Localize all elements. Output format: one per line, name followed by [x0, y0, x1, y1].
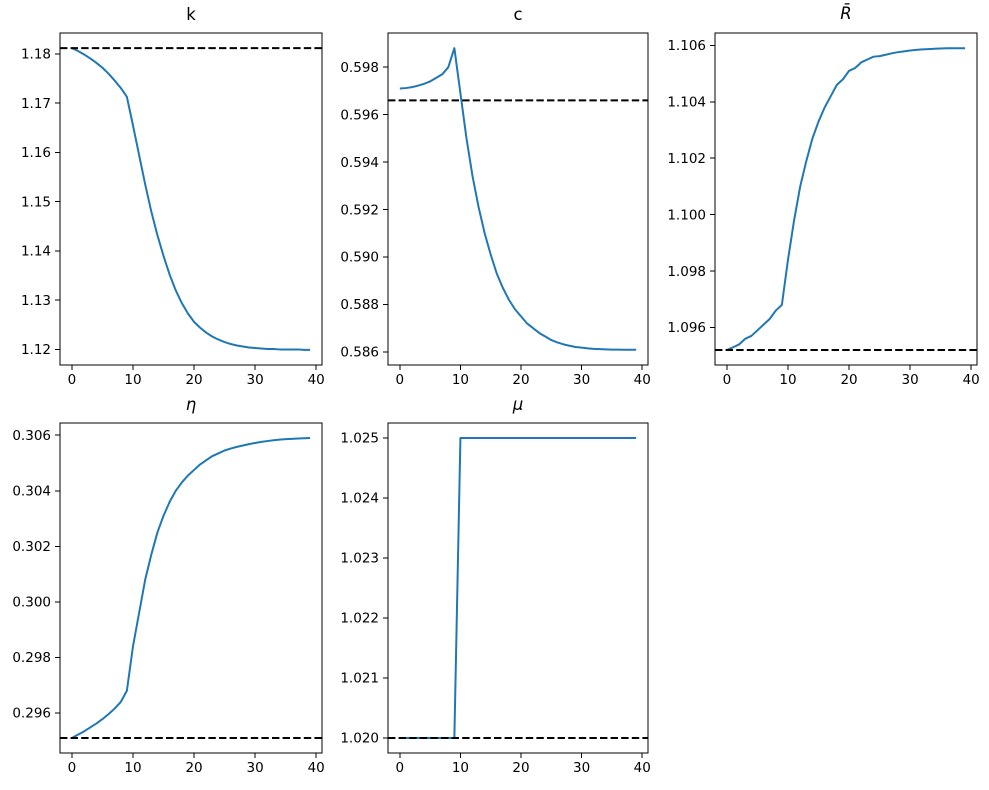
y-tick-label: 1.096: [667, 320, 706, 336]
y-tick-label: 1.102: [667, 151, 706, 167]
y-tick-label: 1.17: [21, 96, 51, 112]
y-tick-label: 1.022: [340, 611, 379, 627]
subplot-title-k: k: [186, 5, 196, 24]
y-tick-label: 0.296: [12, 706, 51, 722]
x-tick-label: 10: [452, 760, 469, 776]
x-tick-label: 10: [124, 760, 141, 776]
y-tick-label: 0.594: [340, 155, 379, 171]
subplot-title-eta: η: [185, 395, 197, 414]
y-tick-label: 1.023: [340, 551, 379, 567]
y-tick-label: 0.588: [340, 297, 379, 313]
y-tick-label: 0.598: [340, 60, 379, 76]
x-tick-label: 0: [68, 760, 77, 776]
x-tick-label: 30: [247, 372, 264, 388]
y-tick-label: 1.18: [21, 47, 51, 63]
y-tick-label: 0.302: [12, 539, 51, 555]
y-tick-label: 1.106: [667, 38, 706, 54]
x-tick-label: 10: [779, 372, 796, 388]
y-tick-label: 0.590: [340, 250, 379, 266]
subplot-eta: 0 10 20 30 40 0.296 0.298 0.300 0.302 0.304 0.306: [12, 422, 325, 776]
series-line-k: [71, 47, 311, 351]
y-tick-label: 1.13: [21, 293, 51, 309]
x-tick-label: 0: [396, 372, 405, 388]
series-line-mu: [399, 437, 637, 739]
subplot-R_bar: 0 10 20 30 40 1.096 1.098 1.100 1.102 1.104 1.106: [667, 32, 980, 388]
axes-spines: [59, 32, 323, 366]
subplot-k: 0 10 20 30 40 1.12 1.13 1.14 1.15 1.16 1.17 1.18: [21, 32, 325, 388]
axes-spines: [714, 32, 978, 366]
y-tick-label: 0.592: [340, 202, 379, 218]
x-tick-label: 40: [963, 372, 980, 388]
x-tick-label: 30: [573, 760, 590, 776]
subplot-title-r-bar: R̄: [840, 4, 852, 23]
y-tick-label: 1.15: [21, 194, 51, 210]
y-tick-label: 1.16: [21, 145, 51, 161]
x-tick-label: 20: [185, 760, 202, 776]
y-tick-label: 1.098: [667, 264, 706, 280]
y-tick-label: 0.300: [12, 595, 51, 611]
y-tick-label: 1.100: [667, 207, 706, 223]
y-tick-label: 1.024: [340, 491, 379, 507]
x-tick-label: 40: [308, 760, 325, 776]
y-tick-label: 1.021: [340, 671, 379, 687]
axes-spines: [387, 32, 649, 366]
x-tick-label: 20: [512, 760, 529, 776]
series-line-R_bar: [726, 47, 966, 351]
y-tick-label: 0.586: [340, 345, 379, 361]
x-tick-label: 30: [247, 760, 264, 776]
y-tick-label: 1.020: [340, 731, 379, 747]
x-tick-label: 0: [68, 372, 77, 388]
x-tick-label: 0: [396, 760, 405, 776]
subplot-mu: 0 10 20 30 40 1.020 1.021 1.022 1.023 1.024 1.025: [340, 422, 651, 776]
x-tick-label: 20: [185, 372, 202, 388]
y-tick-label: 1.025: [340, 431, 379, 447]
axes-spines: [387, 422, 649, 754]
x-tick-label: 30: [902, 372, 919, 388]
series-line-c: [399, 47, 637, 351]
subplot-title-c: c: [513, 5, 523, 24]
y-tick-label: 0.596: [340, 107, 379, 123]
subplot-c: 0 10 20 30 40 0.586 0.588 0.590 0.592 0.594 0.596 0…: [340, 32, 651, 388]
x-tick-label: 40: [634, 760, 651, 776]
series-line-eta: [71, 437, 311, 739]
x-tick-label: 40: [634, 372, 651, 388]
y-tick-label: 0.298: [12, 650, 51, 666]
y-tick-label: 1.12: [21, 342, 51, 358]
x-tick-label: 0: [723, 372, 732, 388]
y-tick-label: 0.306: [12, 428, 51, 444]
y-tick-label: 1.14: [21, 244, 51, 260]
x-tick-label: 20: [512, 372, 529, 388]
axes-spines: [59, 422, 323, 754]
x-tick-label: 20: [840, 372, 857, 388]
y-tick-label: 0.304: [12, 483, 51, 499]
subplot-title-mu: μ: [512, 395, 524, 414]
x-tick-label: 30: [573, 372, 590, 388]
x-tick-label: 10: [452, 372, 469, 388]
x-tick-label: 10: [124, 372, 141, 388]
y-tick-label: 1.104: [667, 95, 706, 111]
x-tick-label: 40: [308, 372, 325, 388]
